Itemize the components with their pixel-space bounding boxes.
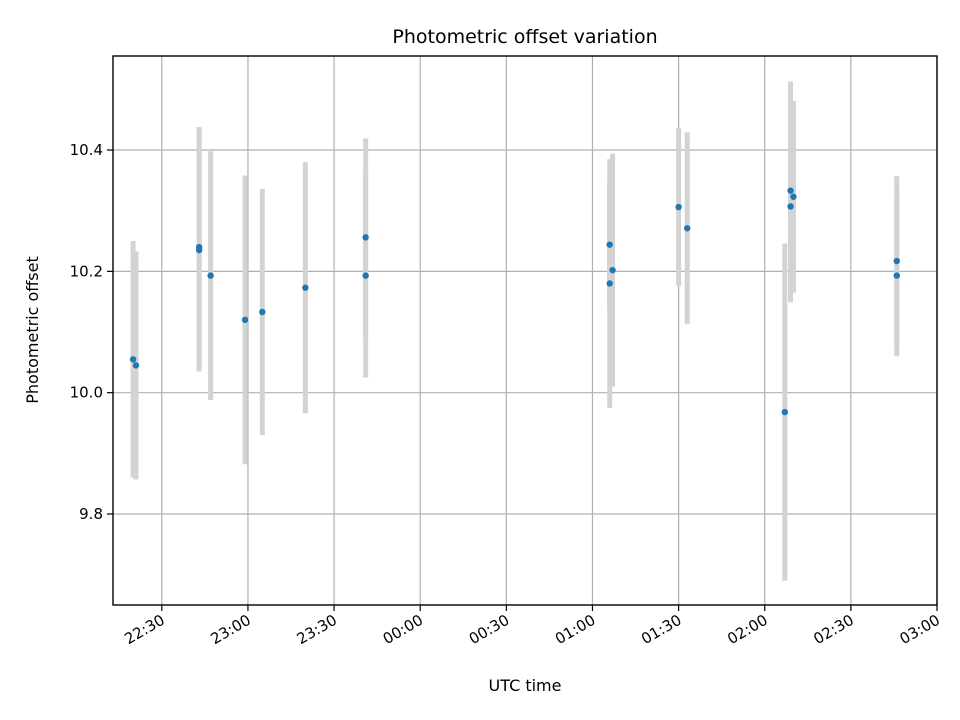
x-tick-label: 23:30 <box>294 611 340 648</box>
x-tick-label: 01:30 <box>638 611 684 648</box>
data-point <box>606 280 613 287</box>
data-points <box>129 187 901 416</box>
y-tick-label: 10.2 <box>70 262 103 280</box>
data-point <box>684 225 691 232</box>
data-point <box>241 316 249 324</box>
data-point <box>781 408 789 416</box>
x-tick-label: 02:30 <box>810 611 856 648</box>
y-tick-label: 10.4 <box>70 141 103 159</box>
x-axis-ticks: 22:30 23:00 23:30 00:00 00:30 01:00 01:30 02:00… <box>121 605 943 648</box>
y-axis-label: Photometric offset <box>23 256 42 404</box>
x-tick-label: 02:00 <box>724 611 770 648</box>
data-point <box>362 272 369 279</box>
y-axis-ticks: 9.8 10.0 10.2 10.4 <box>70 141 113 523</box>
data-point <box>893 272 901 279</box>
chart-title: Photometric offset variation <box>392 26 657 48</box>
data-point <box>675 203 682 211</box>
y-tick-label: 9.8 <box>79 505 103 523</box>
plot-frame <box>112 55 938 606</box>
data-point <box>787 187 794 194</box>
data-point <box>790 193 797 200</box>
data-point <box>362 234 369 241</box>
x-tick-label: 22:30 <box>121 611 167 648</box>
x-tick-label: 00:30 <box>466 611 512 648</box>
data-point <box>132 362 140 369</box>
data-point <box>893 257 901 265</box>
data-point <box>302 284 309 291</box>
x-axis-label: UTC time <box>489 676 562 695</box>
data-point <box>129 356 137 363</box>
plot-background <box>113 56 937 605</box>
data-point <box>207 272 214 279</box>
grid-lines <box>113 56 938 605</box>
y-tick-label: 10.0 <box>70 384 103 402</box>
data-point <box>609 266 616 274</box>
x-tick-label: 03:00 <box>897 611 943 648</box>
data-point <box>195 246 203 254</box>
data-point <box>606 241 613 248</box>
x-tick-label: 23:00 <box>207 611 253 648</box>
data-point <box>259 308 266 316</box>
x-tick-label: 00:00 <box>380 611 426 648</box>
x-tick-label: 01:00 <box>552 611 598 648</box>
data-point <box>787 203 794 210</box>
